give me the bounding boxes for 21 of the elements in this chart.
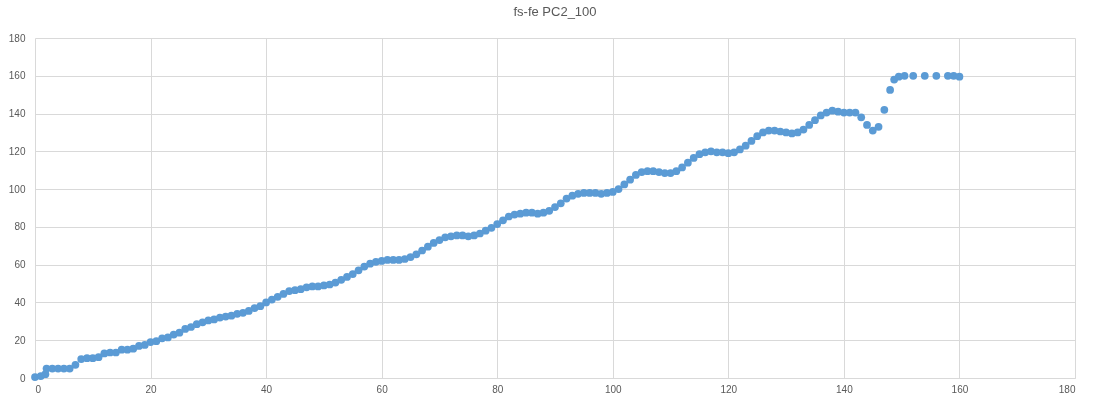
- x-tick-label: 140: [836, 383, 854, 395]
- y-tick-label: 80: [14, 221, 26, 233]
- x-tick-label: 0: [35, 383, 42, 395]
- y-tick-label: 0: [19, 372, 26, 384]
- y-tick-label: 120: [8, 145, 26, 157]
- y-tick-label: 60: [14, 259, 26, 271]
- x-tick-label: 60: [376, 383, 389, 395]
- y-tick-label: 20: [14, 334, 26, 346]
- x-tick-label: 80: [492, 383, 504, 395]
- x-tick-label: 120: [720, 383, 738, 395]
- y-tick-label: 100: [8, 183, 26, 195]
- x-tick-label: 40: [261, 383, 273, 395]
- chart-title: fs-fe PC2_100: [513, 4, 597, 19]
- x-tick-label: 160: [951, 383, 969, 395]
- y-tick-label: 40: [14, 296, 26, 308]
- x-tick-label: 20: [145, 383, 158, 395]
- x-tick-label: 100: [604, 383, 623, 395]
- x-tick-label: 180: [1058, 383, 1076, 395]
- y-tick-label: 180: [8, 32, 26, 44]
- y-tick-label: 160: [8, 70, 26, 82]
- y-tick-label: 140: [8, 108, 26, 120]
